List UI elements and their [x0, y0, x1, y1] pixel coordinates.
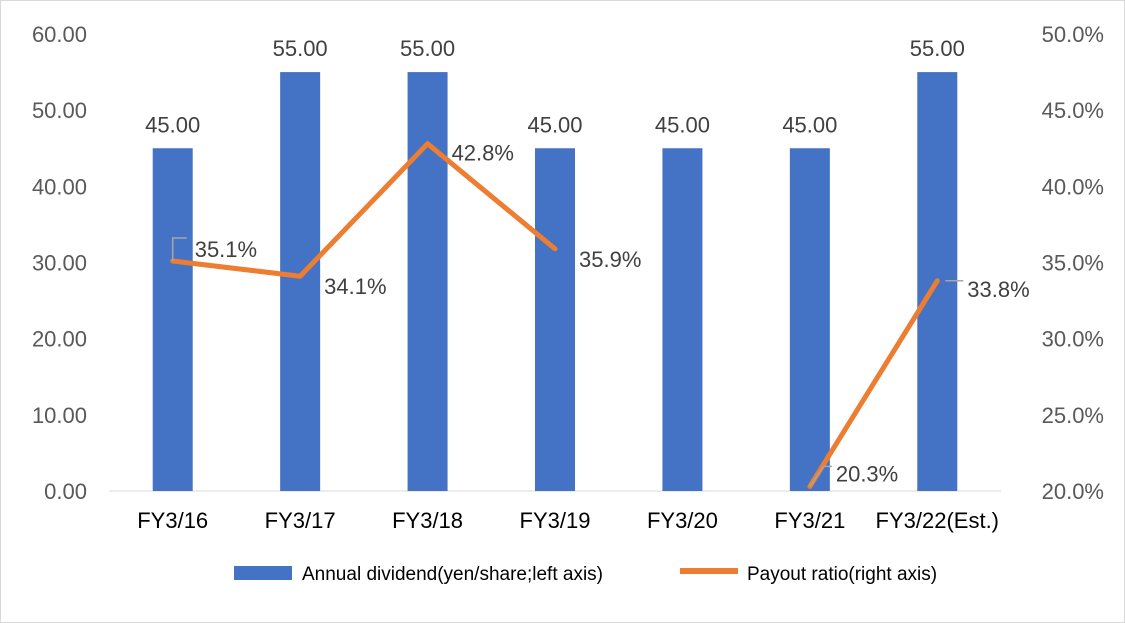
- line-series: [170, 141, 940, 489]
- right-axis-tick-label: 40.0%: [1042, 174, 1104, 199]
- x-axis-tick-label: FY3/18: [392, 508, 463, 533]
- legend-label-payout: Payout ratio(right axis): [747, 564, 937, 585]
- right-axis-tick-label: 20.0%: [1042, 479, 1104, 504]
- x-axis-tick-label: FY3/17: [265, 508, 336, 533]
- line-data-label: 20.3%: [836, 461, 898, 486]
- line-data-label: 35.9%: [579, 247, 641, 272]
- x-axis-tick-label: FY3/16: [137, 508, 208, 533]
- line-data-labels: 35.1% 34.1% 42.8% 35.9% 20.3% 33.8%: [171, 141, 1030, 487]
- line-data-label: 35.1%: [195, 237, 257, 262]
- left-axis-tick-label: 40.00: [32, 174, 87, 199]
- x-axis-tick-label: FY3/20: [647, 508, 718, 533]
- bar: [280, 72, 321, 491]
- left-axis-tick-label: 50.00: [32, 98, 87, 123]
- left-axis-tick-label: 60.00: [32, 22, 87, 47]
- left-axis: 0.00 10.00 20.00 30.00 40.00 50.00 60.00: [32, 22, 87, 504]
- bar-data-label: 55.00: [910, 36, 965, 61]
- line-data-label: 33.8%: [967, 277, 1029, 302]
- bar-data-labels: 45.00 55.00 55.00 45.00 45.00 45.00 55.00: [145, 36, 965, 137]
- x-axis-tick-label: FY3/19: [520, 508, 591, 533]
- line-data-label: 34.1%: [324, 274, 386, 299]
- bar: [535, 148, 575, 491]
- payout-ratio-line: [807, 278, 940, 489]
- left-axis-tick-label: 10.00: [32, 403, 87, 428]
- bar: [152, 148, 193, 491]
- bar-data-label: 45.00: [527, 112, 582, 137]
- bar-series: [152, 72, 958, 491]
- legend-label-dividend: Annual dividend(yen/share;left axis): [302, 564, 603, 585]
- line-data-label: 42.8%: [452, 141, 514, 166]
- bar: [789, 148, 830, 491]
- legend-swatch-dividend: [234, 566, 292, 580]
- right-axis: 20.0% 25.0% 30.0% 35.0% 40.0% 45.0% 50.0%: [1042, 22, 1104, 504]
- bar-data-label: 55.00: [400, 36, 455, 61]
- bar: [662, 148, 703, 491]
- leader-line: [171, 237, 187, 261]
- right-axis-tick-label: 25.0%: [1042, 403, 1104, 428]
- legend: Annual dividend(yen/share;left axis) Pay…: [234, 564, 937, 585]
- x-axis-tick-label: FY3/21: [774, 508, 845, 533]
- bar-data-label: 55.00: [273, 36, 328, 61]
- x-axis-ticks: FY3/16 FY3/17 FY3/18 FY3/19 FY3/20 FY3/21 FY3/…: [137, 508, 999, 533]
- leader-line: [809, 465, 832, 487]
- bar-data-label: 45.00: [782, 112, 837, 137]
- left-axis-tick-label: 20.00: [32, 327, 87, 352]
- right-axis-tick-label: 35.0%: [1042, 251, 1104, 276]
- left-axis-tick-label: 0.00: [44, 479, 87, 504]
- payout-ratio-line: [170, 141, 558, 279]
- left-axis-tick-label: 30.00: [32, 251, 87, 276]
- x-axis-tick-label: FY3/22(Est.): [876, 508, 999, 533]
- legend-swatch-payout: [680, 568, 738, 574]
- right-axis-tick-label: 50.0%: [1042, 22, 1104, 47]
- right-axis-tick-label: 45.0%: [1042, 98, 1104, 123]
- bar-data-label: 45.00: [145, 112, 200, 137]
- bar: [407, 72, 448, 491]
- right-axis-tick-label: 30.0%: [1042, 327, 1104, 352]
- bar-data-label: 45.00: [655, 112, 710, 137]
